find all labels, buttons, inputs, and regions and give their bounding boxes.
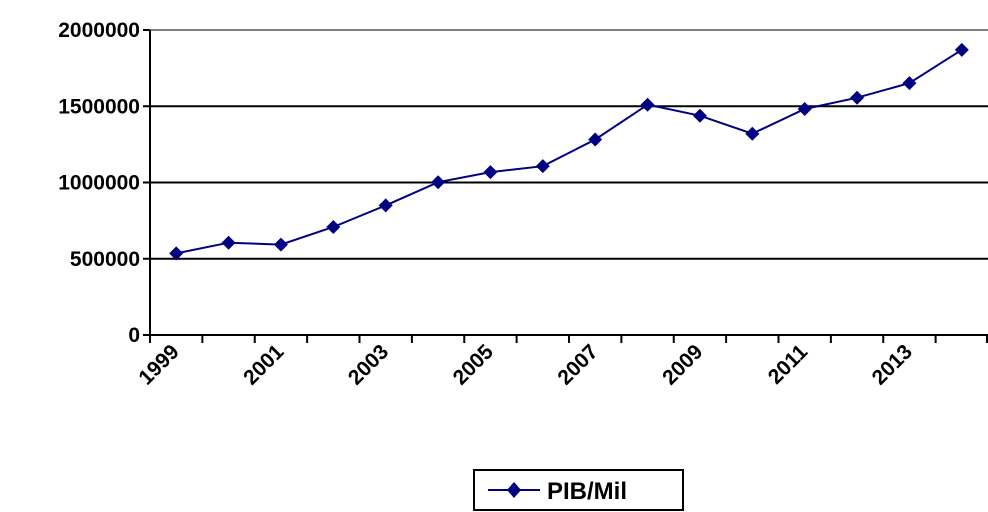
data-point-marker: [483, 165, 498, 180]
y-tick-label: 2000000: [58, 19, 140, 42]
data-point-marker: [431, 175, 446, 190]
data-point-marker: [378, 198, 393, 213]
y-axis-tick-labels: 0 500000 1000000 1500000 2000000: [58, 19, 140, 347]
legend-marker-diamond: [507, 482, 521, 498]
x-tick-label: 2001: [239, 340, 289, 390]
gridlines: [150, 29, 988, 260]
y-tick-label: 500000: [70, 248, 140, 271]
y-tick-label: 1000000: [58, 172, 140, 195]
x-axis-tick-labels: 1999 2001 2003 2005 2007 2009 2011 2013: [134, 340, 917, 390]
series-layer: [169, 42, 969, 261]
x-tick-label: 2013: [868, 340, 917, 389]
data-point-marker: [640, 97, 655, 112]
axes: [143, 29, 988, 343]
y-tick-label: 0: [128, 324, 140, 347]
data-point-marker: [797, 101, 812, 116]
data-point-marker: [692, 108, 707, 123]
x-tick-label: 2003: [344, 340, 393, 389]
data-point-marker: [326, 220, 341, 235]
data-point-marker: [588, 132, 603, 147]
x-tick-label: 2005: [449, 340, 499, 390]
legend-label: PIB/Mil: [547, 478, 627, 505]
series-line: [175, 48, 963, 255]
x-tick-label: 2011: [764, 340, 813, 389]
data-point-marker: [169, 246, 184, 261]
x-tick-label: 2009: [658, 340, 707, 389]
x-tick-label: 1999: [134, 340, 183, 389]
legend: PIB/Mil: [473, 469, 684, 511]
data-point-marker: [954, 42, 969, 57]
data-point-marker: [850, 90, 865, 105]
data-point-marker: [273, 237, 288, 252]
data-point-marker: [745, 126, 760, 141]
data-point-marker: [535, 159, 550, 174]
data-point-marker: [902, 76, 917, 91]
x-tick-label: 2007: [553, 340, 602, 389]
data-point-marker: [221, 235, 236, 250]
y-tick-label: 1500000: [58, 95, 140, 118]
